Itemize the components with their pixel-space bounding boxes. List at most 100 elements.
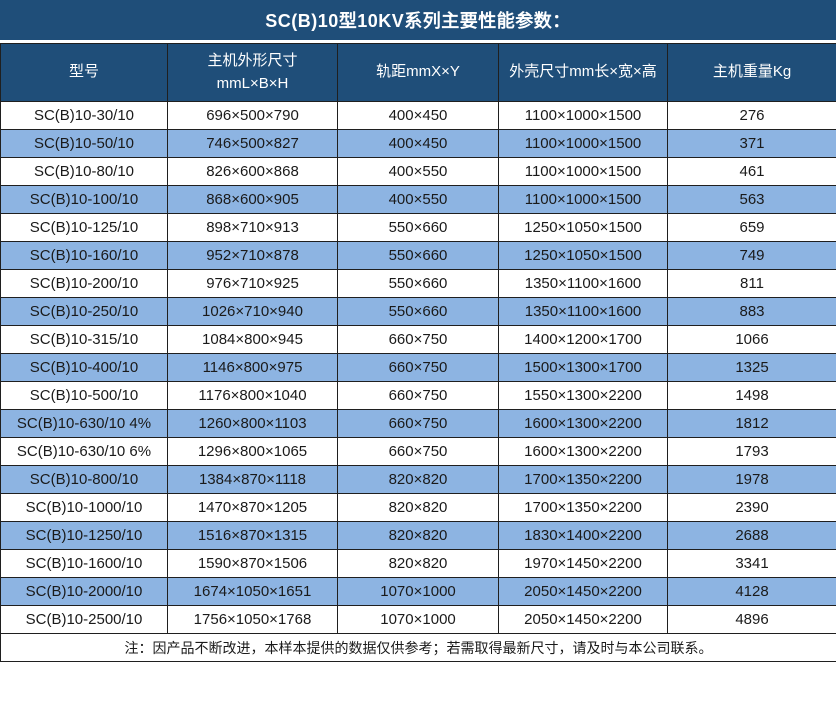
table-cell: 868×600×905 xyxy=(167,185,338,214)
table-cell: 820×820 xyxy=(337,493,499,522)
table-cell: 1978 xyxy=(667,465,836,494)
table-cell: 749 xyxy=(667,241,836,270)
table-cell: 461 xyxy=(667,157,836,186)
table-row: SC(B)10-160/10 952×710×878 550×660 1250×105… xyxy=(0,241,836,270)
table-cell: 1250×1050×1500 xyxy=(498,241,668,270)
table-cell: 4896 xyxy=(667,605,836,634)
table-cell: 660×750 xyxy=(337,325,499,354)
table-body: SC(B)10-30/10 696×500×790 400×450 1100×1000… xyxy=(0,101,836,634)
table-cell: SC(B)10-500/10 xyxy=(0,381,168,410)
table-cell: 1176×800×1040 xyxy=(167,381,338,410)
table-cell: 1100×1000×1500 xyxy=(498,129,668,158)
table-title-bar: SC(B)10型10KV系列主要性能参数： xyxy=(0,0,836,40)
table-cell: SC(B)10-630/10 6% xyxy=(0,437,168,466)
table-row: SC(B)10-30/10 696×500×790 400×450 1100×1000… xyxy=(0,101,836,130)
table-row: SC(B)10-200/10 976×710×925 550×660 1350×110… xyxy=(0,269,836,298)
table-row: SC(B)10-100/10 868×600×905 400×550 1100×100… xyxy=(0,185,836,214)
table-cell: 1350×1100×1600 xyxy=(498,269,668,298)
col-header-shell-size: 外壳尺寸mm长×宽×高 xyxy=(498,43,668,102)
table-cell: 1830×1400×2200 xyxy=(498,521,668,550)
table-cell: 811 xyxy=(667,269,836,298)
table-cell: 820×820 xyxy=(337,521,499,550)
table-cell: 820×820 xyxy=(337,549,499,578)
table-cell: SC(B)10-125/10 xyxy=(0,213,168,242)
table-note: 注：因产品不断改进，本样本提供的数据仅供参考；若需取得最新尺寸，请及时与本公司联… xyxy=(0,633,836,662)
table-cell: 1250×1050×1500 xyxy=(498,213,668,242)
table-cell: 660×750 xyxy=(337,437,499,466)
table-row: SC(B)10-315/10 1084×800×945 660×750 1400×12… xyxy=(0,325,836,354)
note-row: 注：因产品不断改进，本样本提供的数据仅供参考；若需取得最新尺寸，请及时与本公司联… xyxy=(0,633,836,662)
table-cell: SC(B)10-1600/10 xyxy=(0,549,168,578)
table-cell: 1674×1050×1651 xyxy=(167,577,338,606)
table-cell: 400×450 xyxy=(337,101,499,130)
table-row: SC(B)10-400/10 1146×800×975 660×750 1500×13… xyxy=(0,353,836,382)
table-cell: SC(B)10-2000/10 xyxy=(0,577,168,606)
table-cell: 550×660 xyxy=(337,297,499,326)
table-cell: SC(B)10-800/10 xyxy=(0,465,168,494)
table-row: SC(B)10-1600/10 1590×870×1506 820×820 1970×… xyxy=(0,549,836,578)
table-cell: 1100×1000×1500 xyxy=(498,157,668,186)
table-cell: 1146×800×975 xyxy=(167,353,338,382)
table-cell: SC(B)10-630/10 4% xyxy=(0,409,168,438)
table-cell: 1700×1350×2200 xyxy=(498,465,668,494)
table-cell: SC(B)10-2500/10 xyxy=(0,605,168,634)
table-cell: 1970×1450×2200 xyxy=(498,549,668,578)
table-cell: 1084×800×945 xyxy=(167,325,338,354)
table-row: SC(B)10-500/10 1176×800×1040 660×750 1550×1… xyxy=(0,381,836,410)
table-cell: SC(B)10-80/10 xyxy=(0,157,168,186)
table-cell: 1470×870×1205 xyxy=(167,493,338,522)
table-cell: 2390 xyxy=(667,493,836,522)
table-cell: 371 xyxy=(667,129,836,158)
table-row: SC(B)10-630/10 4% 1260×800×1103 660×750 160… xyxy=(0,409,836,438)
table-cell: SC(B)10-315/10 xyxy=(0,325,168,354)
table-cell: 826×600×868 xyxy=(167,157,338,186)
col-header-unit-size: 主机外形尺寸 mmL×B×H xyxy=(167,43,338,102)
page-title: SC(B)10型10KV系列主要性能参数： xyxy=(265,11,571,31)
table-cell: 1296×800×1065 xyxy=(167,437,338,466)
table-cell: 2688 xyxy=(667,521,836,550)
col-header-model: 型号 xyxy=(0,43,168,102)
table-cell: SC(B)10-30/10 xyxy=(0,101,168,130)
table-cell: SC(B)10-250/10 xyxy=(0,297,168,326)
table-cell: 2050×1450×2200 xyxy=(498,577,668,606)
table-cell: 400×550 xyxy=(337,157,499,186)
table-row: SC(B)10-1250/10 1516×870×1315 820×820 1830×… xyxy=(0,521,836,550)
table-cell: SC(B)10-50/10 xyxy=(0,129,168,158)
table-row: SC(B)10-125/10 898×710×913 550×660 1250×105… xyxy=(0,213,836,242)
table-cell: SC(B)10-160/10 xyxy=(0,241,168,270)
spec-table: 型号 主机外形尺寸 mmL×B×H 轨距mmX×Y 外壳尺寸mm长×宽×高 主机… xyxy=(0,43,836,662)
table-cell: SC(B)10-1000/10 xyxy=(0,493,168,522)
table-cell: 400×450 xyxy=(337,129,499,158)
table-row: SC(B)10-630/10 6% 1296×800×1065 660×750 160… xyxy=(0,437,836,466)
table-cell: 1516×870×1315 xyxy=(167,521,338,550)
table-cell: 1600×1300×2200 xyxy=(498,409,668,438)
table-row: SC(B)10-80/10 826×600×868 400×550 1100×1000… xyxy=(0,157,836,186)
table-cell: 746×500×827 xyxy=(167,129,338,158)
table-cell: 550×660 xyxy=(337,241,499,270)
table-cell: 1100×1000×1500 xyxy=(498,185,668,214)
table-row: SC(B)10-2500/10 1756×1050×1768 1070×1000 20… xyxy=(0,605,836,634)
table-cell: 550×660 xyxy=(337,269,499,298)
table-cell: 659 xyxy=(667,213,836,242)
table-cell: 1070×1000 xyxy=(337,605,499,634)
table-cell: 1070×1000 xyxy=(337,577,499,606)
table-cell: 1100×1000×1500 xyxy=(498,101,668,130)
table-cell: SC(B)10-1250/10 xyxy=(0,521,168,550)
table-cell: 976×710×925 xyxy=(167,269,338,298)
table-cell: 1600×1300×2200 xyxy=(498,437,668,466)
table-cell: 1400×1200×1700 xyxy=(498,325,668,354)
table-cell: 4128 xyxy=(667,577,836,606)
table-cell: 563 xyxy=(667,185,836,214)
table-cell: 400×550 xyxy=(337,185,499,214)
table-cell: 1756×1050×1768 xyxy=(167,605,338,634)
table-row: SC(B)10-800/10 1384×870×1118 820×820 1700×1… xyxy=(0,465,836,494)
table-cell: 3341 xyxy=(667,549,836,578)
table-cell: 883 xyxy=(667,297,836,326)
table-cell: SC(B)10-200/10 xyxy=(0,269,168,298)
table-row: SC(B)10-50/10 746×500×827 400×450 1100×1000… xyxy=(0,129,836,158)
table-cell: 696×500×790 xyxy=(167,101,338,130)
table-row: SC(B)10-2000/10 1674×1050×1651 1070×1000 20… xyxy=(0,577,836,606)
table-cell: 1793 xyxy=(667,437,836,466)
table-cell: 1026×710×940 xyxy=(167,297,338,326)
table-cell: 1066 xyxy=(667,325,836,354)
